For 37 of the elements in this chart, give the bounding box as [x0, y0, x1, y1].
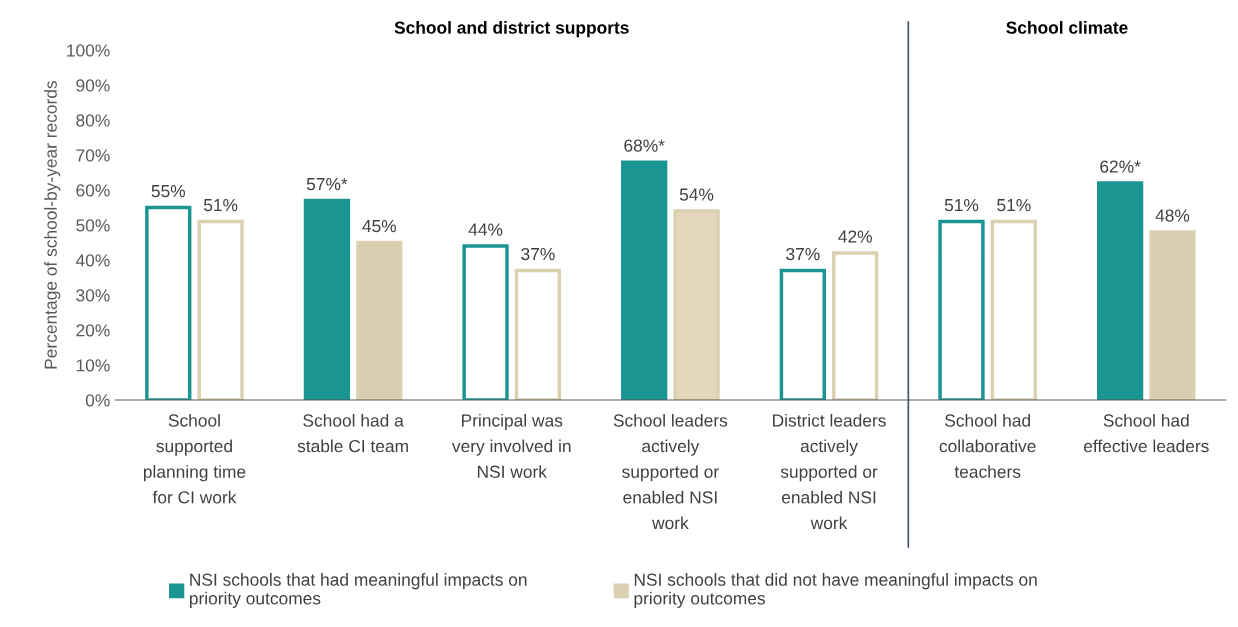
data-label: 37%	[786, 247, 820, 261]
data-label: 44%	[468, 223, 503, 236]
data-label: 62%*	[1100, 160, 1141, 173]
data-label: 42%	[838, 230, 872, 243]
data-label: 68%*	[624, 139, 665, 152]
data-label: 54%	[679, 188, 714, 201]
text: School climate	[1006, 21, 1128, 34]
data-label: 45%	[362, 219, 397, 233]
data-label: 57%*	[306, 178, 348, 191]
data-label: 51%	[997, 199, 1031, 212]
y-tick-label: 20%	[76, 324, 110, 337]
y-tick-label: 70%	[76, 149, 110, 162]
y-tick-label: 100%	[67, 44, 110, 57]
data-label: 55%	[151, 185, 186, 198]
text: School and district supports	[394, 21, 629, 38]
x-tick-label: Principal was very involved in NSI work	[451, 413, 571, 478]
x-tick-label: School had collaborative teachers	[939, 413, 1036, 478]
y-tick-label: 80%	[76, 114, 110, 127]
legend-label: NSI schools that did not have meaningful impacts on priority outcomes	[634, 573, 1037, 608]
y-tick-label: 50%	[76, 219, 110, 232]
data-label: 51%	[203, 199, 238, 212]
x-tick-label: School supported planning time for CI work	[143, 413, 246, 504]
y-tick-label: 40%	[75, 254, 110, 267]
y-tick-label: 10%	[76, 359, 110, 372]
y-tick-label: 60%	[76, 184, 110, 197]
x-tick-label: School had effective leaders	[1083, 413, 1209, 453]
y-tick-label: 90%	[76, 79, 110, 92]
data-label: 37%	[521, 247, 555, 261]
y-axis-title: Percentage of school-by-year records	[44, 80, 61, 369]
y-tick-label: 30%	[76, 289, 110, 302]
legend-label: NSI schools that had meaningful impacts on priority outcomes	[189, 573, 527, 608]
data-label: 51%	[944, 199, 979, 212]
data-label: 48%	[1155, 209, 1190, 222]
y-tick-label: 0%	[85, 394, 110, 407]
x-tick-label: District leaders actively supported or enabled NSI work	[773, 413, 886, 530]
x-tick-label: School had a stable CI team	[297, 413, 408, 453]
x-tick-label: School leaders actively supported or enabled NSI work	[613, 413, 728, 530]
